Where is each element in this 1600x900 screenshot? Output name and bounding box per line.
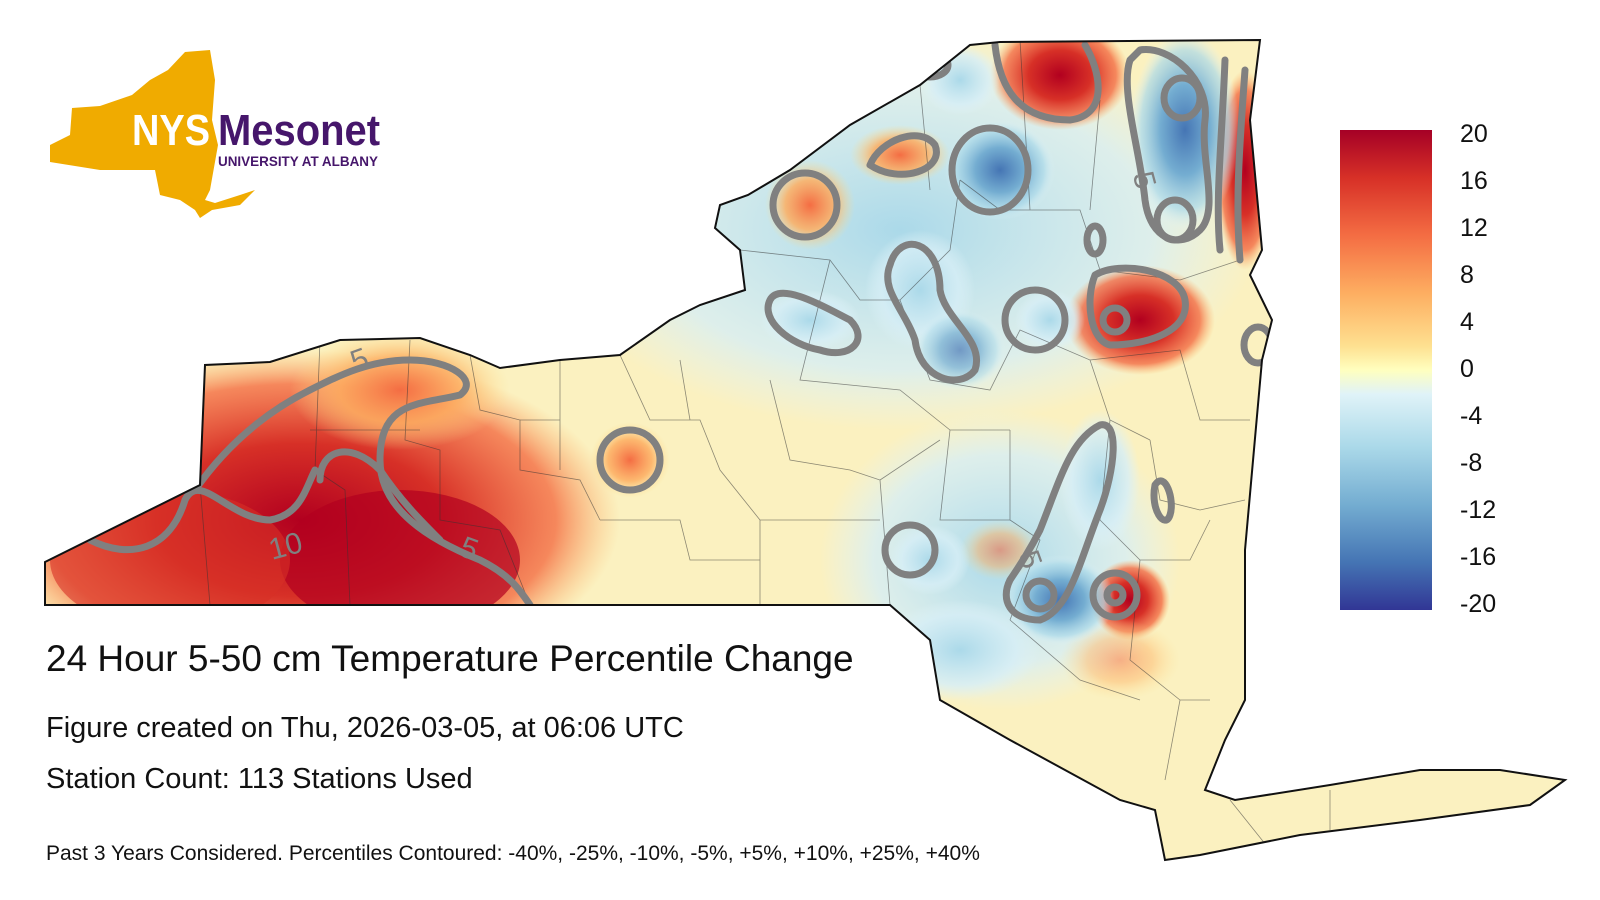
nys-outline xyxy=(44,38,1568,862)
contour-lines xyxy=(86,41,1276,624)
logo-subtitle-text: UNIVERSITY AT ALBANY xyxy=(218,153,379,169)
colorbar-tick: -20 xyxy=(1460,590,1497,618)
nys-mesonet-logo: NYS Mesonet UNIVERSITY AT ALBANY xyxy=(50,50,380,218)
footnote-text: Past 3 Years Considered. Percentiles Con… xyxy=(46,842,980,865)
colorbar-tick: 4 xyxy=(1460,308,1474,336)
colorbar-tick: -4 xyxy=(1460,402,1483,430)
colorbar-tick: -8 xyxy=(1460,449,1483,477)
colorbar-tick: 0 xyxy=(1460,355,1474,383)
colorbar-tick: -12 xyxy=(1460,496,1497,524)
nys-state-silhouette-icon xyxy=(50,50,255,218)
logo-mesonet-text: Mesonet xyxy=(218,106,380,155)
colorbar-tick: 8 xyxy=(1460,261,1474,289)
colorbar xyxy=(1340,130,1432,610)
contour-labels: 5 10 5 -5 5 xyxy=(265,158,1162,573)
figure-created-text: Figure created on Thu, 2026-03-05, at 06… xyxy=(46,712,684,744)
colorbar-tick: 12 xyxy=(1460,214,1488,242)
logo-nys-text: NYS xyxy=(132,106,210,155)
colorbar-tick: -16 xyxy=(1460,543,1497,571)
colorbar-tick: 20 xyxy=(1460,120,1488,148)
county-lines xyxy=(199,40,1331,851)
station-count-text: Station Count: 113 Stations Used xyxy=(46,763,473,795)
colorbar-tick: 16 xyxy=(1460,167,1488,195)
figure-title: 24 Hour 5-50 cm Temperature Percentile C… xyxy=(46,638,854,679)
